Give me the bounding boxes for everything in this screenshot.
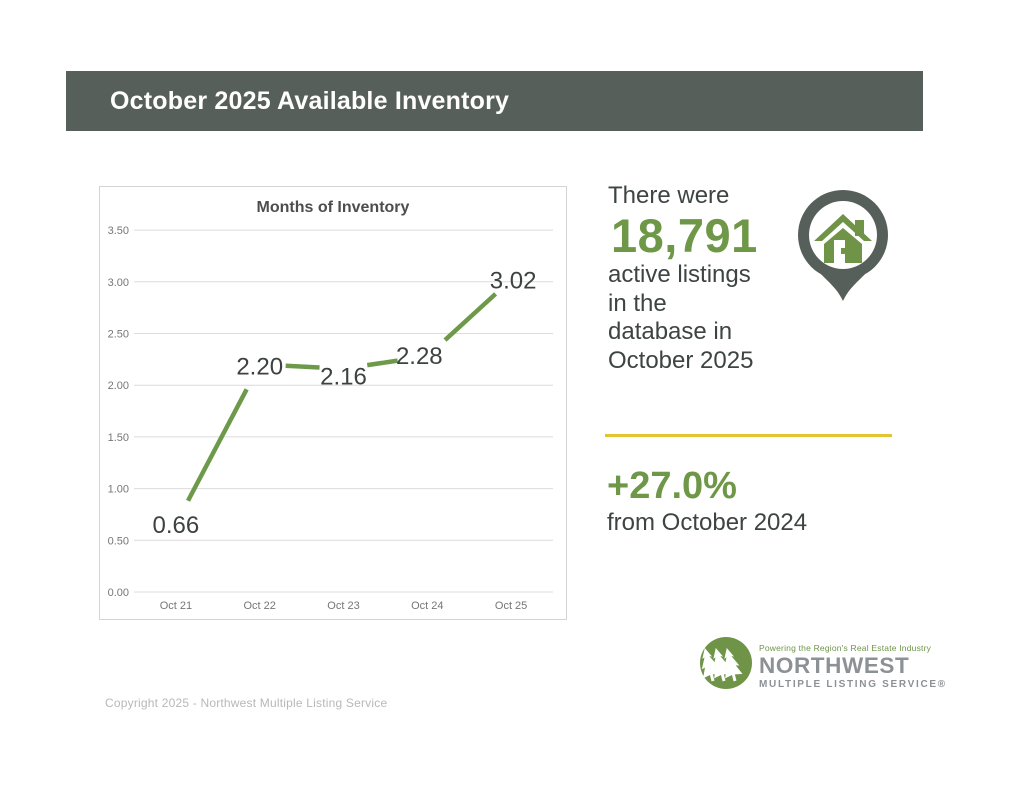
x-axis-tick-label: Oct 23 — [327, 600, 359, 612]
data-point-label: 2.16 — [320, 364, 367, 391]
page-title: October 2025 Available Inventory — [110, 86, 510, 115]
y-axis-tick-label: 3.00 — [108, 277, 129, 289]
stat-desc-line: in the — [608, 289, 667, 317]
data-point-label: 2.28 — [396, 343, 443, 370]
months-of-inventory-chart: Months of Inventory 0.00 0.50 1.00 1.50 2.00 2… — [99, 186, 567, 620]
change-percentage: +27.0% — [607, 465, 737, 507]
stat-desc-line: active listings — [608, 261, 751, 288]
active-listings-count: 18,791 — [611, 209, 758, 262]
stat-desc-line: October 2025 — [608, 347, 754, 375]
logo-subname: MULTIPLE LISTING SERVICE® — [759, 678, 947, 690]
y-axis-tick-label: 0.50 — [108, 535, 129, 547]
data-point-label: 0.66 — [153, 512, 200, 539]
map-pin-house-icon — [798, 190, 888, 305]
yoy-change-stat: +27.0% from October 2024 — [607, 464, 807, 538]
series-line-segment — [285, 363, 320, 370]
stat-intro-text: There were — [608, 182, 730, 209]
chart-panel-border — [99, 186, 567, 620]
logo-trees-icon — [700, 637, 752, 689]
y-axis-tick-label: 1.50 — [108, 432, 129, 444]
x-axis-tick-label: Oct 22 — [243, 600, 275, 612]
chart-title: Months of Inventory — [257, 199, 410, 216]
data-point-label: 2.20 — [236, 354, 283, 381]
nwmls-logo: Powering the Region's Real Estate Indust… — [700, 637, 947, 690]
header-bar: October 2025 Available Inventory — [66, 71, 923, 131]
change-description: from October 2024 — [607, 509, 808, 536]
logo-name: NORTHWEST — [759, 653, 910, 678]
series-line-segment — [186, 388, 249, 502]
x-axis-tick-label: Oct 21 — [160, 600, 192, 612]
stat-desc-line: database in — [608, 318, 733, 346]
data-point-label: 3.02 — [490, 268, 537, 295]
active-listings-stat: There were 18,791 active listings in the… — [608, 181, 808, 376]
y-axis-tick-label: 2.00 — [108, 380, 129, 392]
y-axis-tick-label: 0.00 — [108, 587, 129, 599]
logo-tagline: Powering the Region's Real Estate Indust… — [759, 643, 932, 653]
yellow-divider — [605, 434, 892, 437]
series-line-segment — [443, 292, 498, 342]
x-axis-tick-label: Oct 24 — [411, 600, 443, 612]
logo-text-block: Powering the Region's Real Estate Indust… — [759, 637, 947, 690]
series-line-segment — [366, 358, 398, 368]
x-axis-tick-label: Oct 25 — [495, 600, 527, 612]
map-pin-icon — [798, 190, 888, 301]
y-axis-tick-label: 1.00 — [108, 484, 129, 496]
y-axis-tick-label: 3.50 — [108, 225, 129, 237]
y-axis-tick-label: 2.50 — [108, 329, 129, 341]
copyright-text: Copyright 2025 - Northwest Multiple List… — [105, 696, 388, 710]
